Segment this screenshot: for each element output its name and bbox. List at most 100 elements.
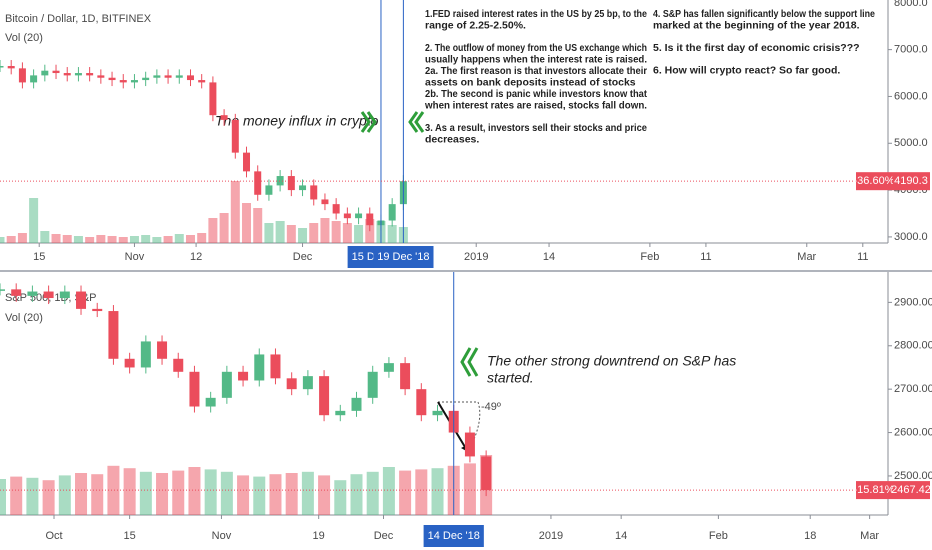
volume-bar (10, 476, 23, 515)
volume-bar (85, 237, 95, 243)
candle-body (383, 363, 394, 372)
candle-body (351, 397, 362, 411)
note-line: 3. As a result, investors sell their sto… (425, 122, 647, 134)
volume-bar (75, 473, 88, 515)
candle-body (416, 389, 427, 416)
candle-body (43, 291, 54, 299)
arrow-icon (408, 111, 425, 133)
x-tick-label: 11 (700, 251, 711, 263)
note-line: 6. How will crypto react? So far good. (653, 64, 840, 76)
candle-body (186, 75, 194, 81)
note-line: 4. S&P has fallen significantly below th… (653, 8, 875, 20)
volume-bar (42, 480, 55, 515)
volume-bar (354, 225, 364, 243)
note-line: 5. Is it the first day of economic crisi… (653, 42, 860, 54)
marker-label: 19 Dec '18 (377, 251, 429, 263)
volume-bar (197, 233, 207, 243)
candle-body (343, 213, 351, 219)
candle-body (119, 80, 127, 83)
x-tick-label: 14 (543, 251, 555, 263)
volume-bar (382, 467, 395, 515)
y-tick-label: 2900.00 (894, 296, 932, 308)
volume-bar (230, 181, 240, 243)
volume-bar (253, 208, 263, 243)
price-label: 4190.3 (894, 175, 928, 187)
arrow-icon (360, 111, 377, 133)
volume-bar (174, 234, 184, 243)
candle-body (86, 73, 94, 76)
volume-bar (285, 473, 298, 515)
candle-body (481, 456, 492, 491)
volume-bar (237, 475, 250, 515)
volume-bar (91, 474, 104, 515)
candle-body (400, 363, 411, 390)
candle-body (231, 119, 239, 153)
candle-body (175, 75, 183, 78)
caption: started. (487, 370, 534, 386)
note-line: assets on bank deposits instead of stock… (425, 76, 636, 88)
candle-body (0, 289, 5, 291)
change-label: -15.81% (854, 484, 895, 496)
x-tick-label: Nov (212, 530, 232, 542)
candle-body (153, 75, 161, 78)
candle-body (335, 410, 346, 416)
x-tick-label: Oct (45, 530, 62, 542)
volume-bar (96, 235, 106, 243)
volume-bar (264, 223, 274, 243)
note-line: 2b. The second is panic while investors … (425, 88, 647, 100)
volume-bar (29, 198, 39, 243)
x-tick-label: Nov (125, 251, 145, 263)
volume-bar (51, 234, 61, 243)
volume-bar (172, 470, 185, 515)
candle-body (366, 213, 374, 226)
candle-body (97, 75, 105, 78)
volume-bar (204, 469, 217, 515)
x-tick-label: 2019 (464, 251, 488, 263)
price-box (893, 481, 930, 500)
x-tick-label: 19 (313, 530, 325, 542)
volume-bar (301, 471, 314, 515)
volume-bar (185, 235, 195, 243)
candle-body (63, 73, 71, 76)
x-tick-label: 15 (124, 530, 136, 542)
volume-label: Vol (20) (5, 32, 43, 44)
candle-body (464, 432, 475, 457)
candle-body (286, 378, 297, 390)
y-tick-label: 2500.00 (894, 470, 932, 482)
note-line: 1.FED raised interest rates in the US by… (425, 8, 647, 20)
y-tick-label: 2600.00 (894, 426, 932, 438)
volume-bar (220, 471, 233, 515)
y-tick-label: 6000.0 (894, 90, 928, 102)
volume-bar (26, 477, 39, 515)
candle-body (276, 176, 284, 186)
volume-bar (139, 471, 152, 515)
candle-body (52, 70, 60, 74)
x-tick-label: 12 (190, 251, 202, 263)
volume-bar (6, 236, 16, 243)
change-box (856, 481, 893, 500)
candle-body (388, 204, 396, 221)
price-label: 2467.42 (891, 484, 931, 496)
x-tick-label: Feb (640, 251, 659, 263)
volume-bar (141, 235, 151, 243)
candle-body (157, 341, 168, 359)
note-line: range of 2.25-2.50%. (425, 19, 526, 31)
candle-body (302, 376, 313, 390)
volume-bar (107, 236, 117, 243)
candle-body (270, 354, 281, 379)
volume-bar (58, 475, 71, 515)
volume-bar (0, 237, 5, 243)
note-line: marked at the beginning of the year 2018… (653, 19, 860, 31)
volume-bar (309, 223, 319, 243)
volume-bar (219, 213, 229, 243)
note-line: 2. The outflow of money from the US exch… (425, 42, 647, 54)
marker-label: 14 Dec '18 (428, 530, 480, 542)
volume-bar (366, 471, 379, 515)
volume-bar (242, 203, 252, 243)
volume-bar (286, 225, 296, 243)
volume-bar (318, 475, 331, 515)
candle-body (254, 171, 262, 195)
candle-body (7, 66, 15, 69)
candle-body (367, 371, 378, 398)
